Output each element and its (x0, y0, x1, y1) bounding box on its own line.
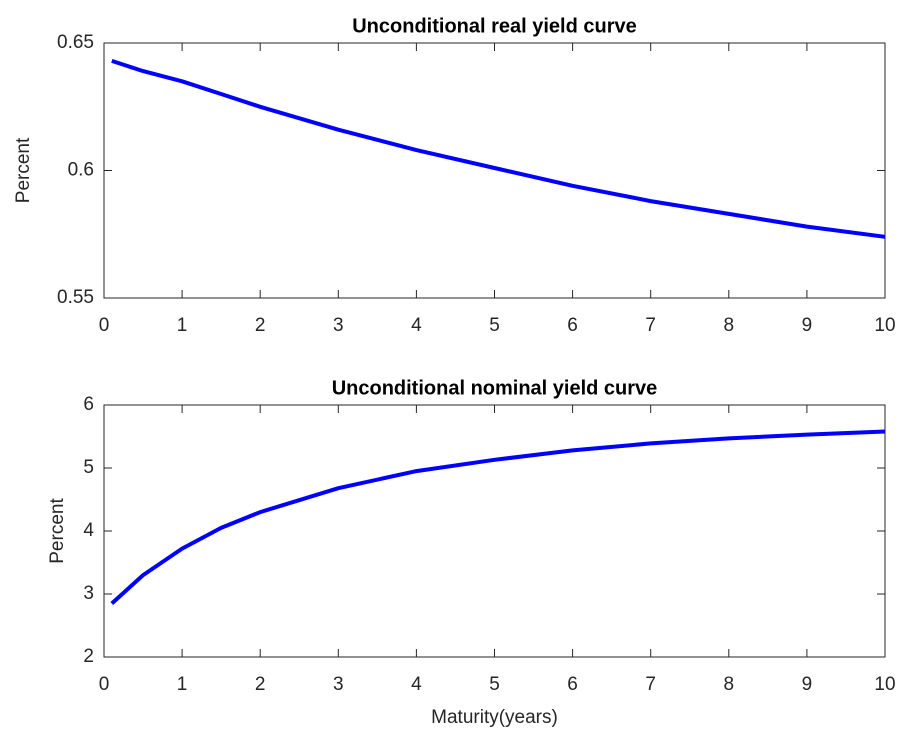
chart-title: Unconditional nominal yield curve (332, 377, 658, 399)
x-tick-label: 3 (333, 674, 344, 695)
y-axis-label: Percent (47, 498, 68, 564)
x-tick-label: 4 (411, 315, 422, 336)
x-tick-label: 1 (177, 315, 188, 336)
y-tick-label: 2 (83, 646, 94, 667)
x-tick-label: 2 (255, 315, 266, 336)
axes-box (103, 404, 886, 658)
y-tick-label: 5 (83, 457, 94, 478)
x-tick-label: 6 (567, 315, 578, 336)
axes-box (103, 42, 886, 299)
x-tick-label: 10 (874, 315, 895, 336)
chart-title: Unconditional real yield curve (352, 15, 637, 37)
x-tick-label: 8 (724, 315, 735, 336)
x-axis-label: Maturity(years) (431, 707, 558, 728)
x-tick-label: 8 (724, 674, 735, 695)
x-tick-label: 0 (99, 315, 110, 336)
x-tick-label: 7 (645, 315, 656, 336)
line (110, 429, 886, 605)
x-tick-label: 10 (874, 674, 895, 695)
x-tick-label: 9 (802, 315, 813, 336)
line (111, 58, 886, 239)
y-axis-label: Percent (13, 137, 34, 203)
x-tick-label: 3 (333, 315, 344, 336)
x-tick-label: 6 (567, 674, 578, 695)
x-tick-label: 0 (99, 674, 110, 695)
y-tick-label: 0.6 (68, 160, 94, 181)
x-tick-label: 2 (255, 674, 266, 695)
x-tick-label: 9 (802, 674, 813, 695)
y-tick-label: 0.55 (57, 287, 94, 308)
x-tick-label: 7 (645, 674, 656, 695)
y-tick-label: 4 (83, 520, 94, 541)
x-tick-label: 5 (489, 315, 500, 336)
x-tick-label: 1 (177, 674, 188, 695)
y-tick-label: 0.65 (57, 32, 94, 53)
y-tick-label: 3 (83, 583, 94, 604)
x-tick-label: 4 (411, 674, 422, 695)
x-tick-label: 5 (489, 674, 500, 695)
y-tick-label: 6 (83, 394, 94, 415)
